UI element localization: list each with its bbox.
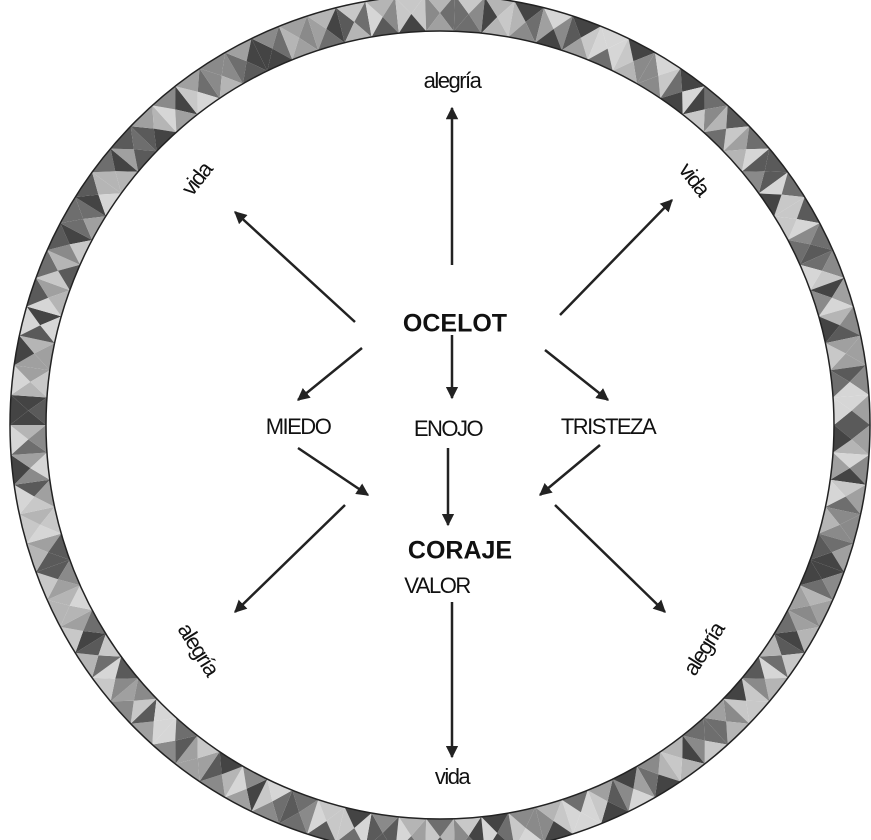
node-label: VALOR — [404, 573, 470, 598]
ring-facet — [111, 126, 134, 149]
node-label: CORAJE — [408, 537, 512, 565]
node-label: MIEDO — [266, 414, 332, 439]
node-label: alegría — [424, 68, 483, 93]
ring-facet — [111, 701, 134, 724]
node-label: ENOJO — [414, 416, 484, 441]
ring-facet — [131, 105, 154, 128]
node-label: OCELOT — [403, 310, 507, 338]
ring-facet — [726, 721, 749, 744]
ring-facet — [131, 721, 154, 744]
node-label: TRISTEZA — [561, 414, 657, 439]
ring-facet — [746, 701, 769, 724]
ring-facet — [726, 105, 749, 128]
ring-facet — [746, 126, 769, 149]
node-label: vida — [435, 764, 472, 789]
diagram: alegría vida vida OCELOT MIEDO ENOJO TRI… — [0, 0, 871, 840]
